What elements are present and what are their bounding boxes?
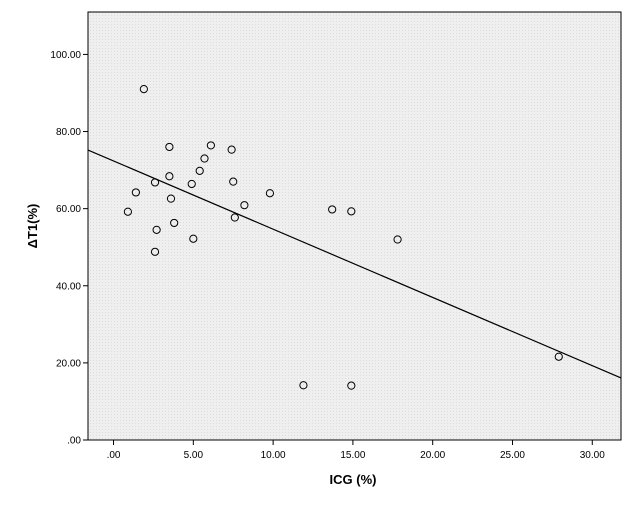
x-axis: .00 5.00 10.00 15.00 20.00 25.00 30.00 [107,440,605,461]
data-point [187,179,196,189]
data-point [189,234,198,243]
y-axis-title: ΔT1(%) [25,204,40,249]
x-tick-label: 5.00 [184,450,204,461]
x-tick-label: 30.00 [580,450,605,461]
data-point [328,205,337,214]
y-tick-label: .00 [67,436,81,447]
data-point [206,141,215,150]
x-tick-label: .00 [107,450,121,461]
data-point [165,172,174,181]
data-point [170,218,179,228]
data-point [554,352,563,361]
y-tick-label: 40.00 [56,281,81,292]
data-point [123,207,132,216]
data-point [347,381,356,390]
data-point [265,189,275,198]
data-point [393,235,402,244]
data-point [166,194,176,203]
x-axis-title: ICG (%) [330,472,377,487]
data-point [229,177,238,186]
data-point [165,142,174,152]
y-tick-label: 100.00 [50,50,81,61]
data-point [240,201,249,210]
y-axis: .00 20.00 40.00 60.00 80.00 100.00 [50,50,88,447]
plot-area [87,11,622,441]
data-point [347,207,356,216]
x-tick-label: 25.00 [500,450,525,461]
data-point [227,145,236,154]
data-points [123,85,563,390]
x-tick-label: 10.00 [261,450,286,461]
data-point [230,213,239,222]
data-point [299,381,308,390]
y-tick-label: 80.00 [56,127,81,138]
data-point [131,188,140,197]
data-point [195,166,204,175]
y-tick-label: 20.00 [56,358,81,369]
x-tick-label: 20.00 [420,450,445,461]
data-point [152,225,161,234]
regression-line [87,149,622,379]
data-point [139,85,148,94]
data-point [200,154,209,163]
x-tick-label: 15.00 [340,450,365,461]
data-point [150,178,160,187]
data-point [150,247,160,256]
y-tick-label: 60.00 [56,204,81,215]
